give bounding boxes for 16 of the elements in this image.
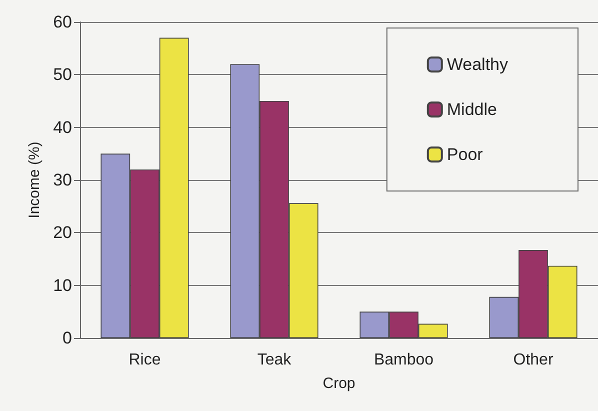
y-tick-label: 20 xyxy=(53,223,72,242)
y-tick-label: 10 xyxy=(53,276,72,295)
legend-label: Wealthy xyxy=(446,55,508,74)
y-tick-label: 60 xyxy=(53,12,72,32)
legend-label: Middle xyxy=(446,100,497,119)
x-tick-label: Teak xyxy=(257,352,292,368)
y-tick-label: 30 xyxy=(53,170,72,190)
x-tick-label: Rice xyxy=(128,352,161,368)
y-axis-title: Income (%) xyxy=(26,142,43,218)
x-axis-title: Crop xyxy=(322,375,356,392)
legend-label: Poor xyxy=(446,145,484,164)
x-tick-label: Bamboo xyxy=(374,352,434,368)
y-tick-label: 40 xyxy=(53,118,72,137)
x-tick-label: Other xyxy=(513,352,554,368)
y-tick-label: 0 xyxy=(62,328,72,348)
y-tick-label: 50 xyxy=(53,65,72,84)
